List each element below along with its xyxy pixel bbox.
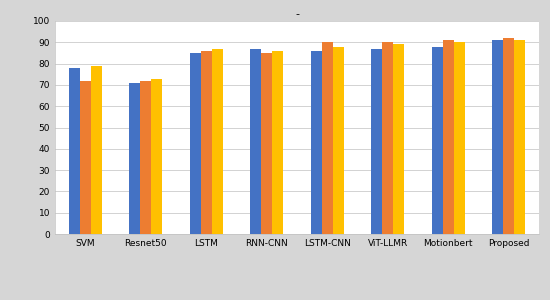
Bar: [129, 83, 140, 234]
Bar: [333, 46, 344, 234]
Bar: [514, 40, 525, 234]
Bar: [503, 38, 514, 234]
Bar: [371, 49, 382, 234]
Bar: [382, 42, 393, 234]
Bar: [69, 68, 80, 234]
Title: -: -: [295, 9, 299, 19]
Bar: [201, 51, 212, 234]
Bar: [140, 81, 151, 234]
Bar: [190, 53, 201, 234]
Bar: [393, 44, 404, 234]
Bar: [311, 51, 322, 234]
Bar: [492, 40, 503, 234]
Bar: [212, 49, 223, 234]
Bar: [151, 79, 162, 234]
Bar: [454, 42, 465, 234]
Bar: [261, 53, 272, 234]
Bar: [80, 81, 91, 234]
Bar: [322, 42, 333, 234]
Bar: [250, 49, 261, 234]
Bar: [91, 66, 102, 234]
Bar: [443, 40, 454, 234]
Bar: [272, 51, 283, 234]
Bar: [432, 46, 443, 234]
